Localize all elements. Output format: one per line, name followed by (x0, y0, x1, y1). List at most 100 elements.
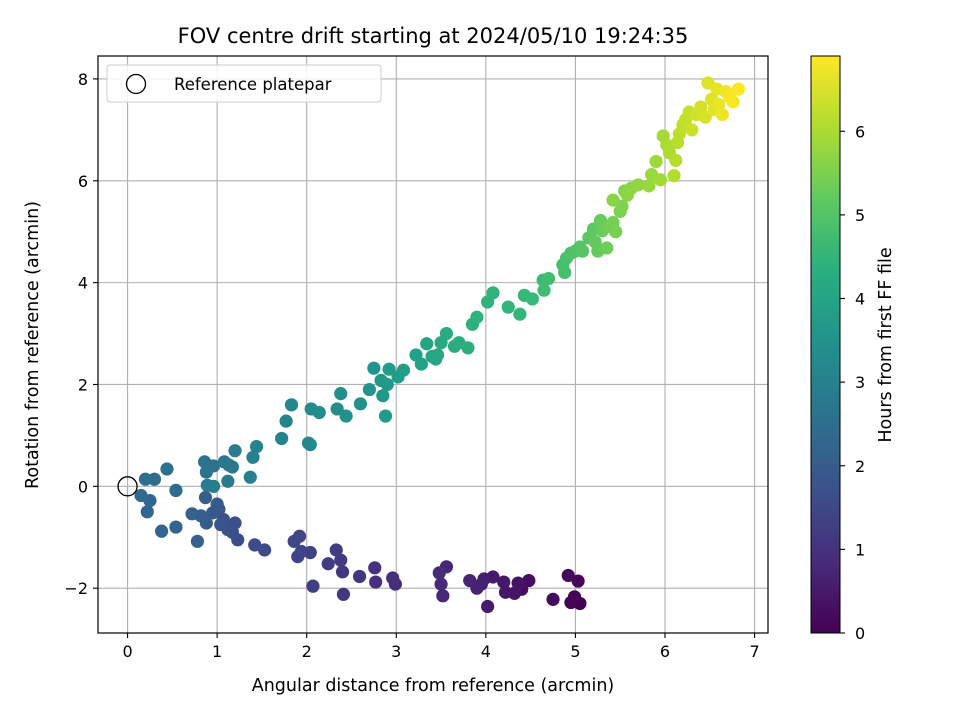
data-point (609, 225, 623, 239)
data-point (190, 534, 205, 548)
x-tick-label: 7 (749, 642, 759, 661)
data-point (481, 599, 495, 614)
data-point (334, 553, 348, 567)
y-tick-label: 0 (78, 477, 88, 496)
chart-title: FOV centre drift starting at 2024/05/10 … (178, 24, 689, 48)
data-point (334, 387, 348, 401)
data-point (368, 561, 382, 575)
data-point (258, 543, 272, 557)
data-point (600, 241, 614, 255)
plot-frame (97, 55, 769, 634)
data-point (321, 557, 335, 571)
colorbar (810, 55, 841, 634)
x-tick-label: 4 (481, 642, 491, 661)
data-point (329, 543, 343, 557)
data-point (631, 178, 645, 192)
colorbar-tick-label: 3 (855, 373, 865, 392)
data-point (376, 389, 390, 403)
data-point (367, 361, 381, 375)
data-point (275, 431, 289, 446)
legend-box (106, 64, 382, 103)
x-tick-label: 5 (570, 642, 580, 661)
data-point (561, 568, 575, 583)
data-point (352, 569, 367, 584)
data-point (197, 455, 212, 469)
data-point (571, 574, 585, 588)
data-point (511, 576, 525, 590)
data-point (434, 577, 448, 591)
data-point (291, 550, 305, 564)
data-point (497, 575, 511, 589)
data-point (134, 488, 148, 503)
data-point (249, 440, 264, 454)
data-point (498, 585, 513, 599)
data-point (430, 348, 445, 362)
y-tick-label: 2 (78, 375, 88, 394)
data-point (380, 377, 394, 392)
data-point (362, 382, 377, 397)
data-point (378, 409, 393, 423)
colorbar-ticks: 0 1 2 3 4 5 6 (840, 122, 865, 643)
data-point (200, 478, 214, 492)
legend: Reference platepar (106, 64, 382, 103)
data-point (369, 575, 383, 589)
data-point (470, 310, 484, 324)
data-point (138, 472, 153, 486)
data-point (339, 409, 353, 423)
data-point (439, 326, 454, 341)
data-point (694, 100, 708, 114)
data-point (558, 265, 572, 280)
data-point (715, 107, 729, 122)
data-point (312, 405, 326, 420)
data-point (185, 507, 199, 521)
data-point (306, 579, 320, 593)
data-point (642, 179, 656, 193)
data-point (396, 363, 411, 377)
data-point (649, 154, 663, 169)
data-point (214, 517, 228, 532)
data-point (243, 470, 257, 484)
data-point (501, 300, 515, 314)
data-point (541, 271, 556, 286)
colorbar-tick-label: 5 (855, 206, 865, 225)
data-point (199, 465, 213, 479)
data-point (206, 506, 220, 520)
data-point (537, 283, 551, 297)
x-axis-label: Angular distance from reference (arcmin) (252, 676, 615, 696)
data-point (336, 587, 351, 601)
data-point (198, 490, 213, 505)
data-point (436, 589, 450, 603)
legend-label-reference-platepar: Reference platepar (174, 75, 332, 94)
data-point (160, 462, 174, 476)
y-axis-ticks: −2 0 2 4 6 8 (64, 70, 98, 598)
colorbar-tick-label: 2 (855, 457, 865, 476)
data-point (386, 571, 400, 585)
data-point (330, 402, 344, 416)
colorbar-tick-label: 1 (855, 540, 865, 559)
data-point (353, 397, 368, 411)
data-point (279, 414, 293, 428)
data-point (606, 193, 620, 207)
data-point (567, 590, 582, 604)
data-point (522, 573, 536, 588)
reference-point-marker (117, 476, 138, 497)
data-point (731, 82, 746, 96)
data-point (246, 450, 260, 464)
data-point (513, 307, 527, 321)
data-point (287, 534, 301, 548)
x-tick-label: 3 (391, 642, 401, 661)
colorbar-tick-label: 6 (855, 122, 865, 141)
data-point (228, 444, 242, 458)
y-axis-label: Rotation from reference (arcmin) (23, 201, 43, 489)
data-point (463, 573, 477, 588)
data-point (525, 292, 540, 306)
data-point (414, 357, 428, 371)
data-point (712, 97, 726, 111)
data-point (575, 244, 590, 258)
data-point (140, 505, 154, 519)
data-point (225, 460, 239, 474)
y-tick-label: −2 (64, 579, 88, 598)
x-axis-ticks: 0 1 2 3 4 5 6 7 (122, 633, 760, 661)
data-point (382, 362, 396, 376)
